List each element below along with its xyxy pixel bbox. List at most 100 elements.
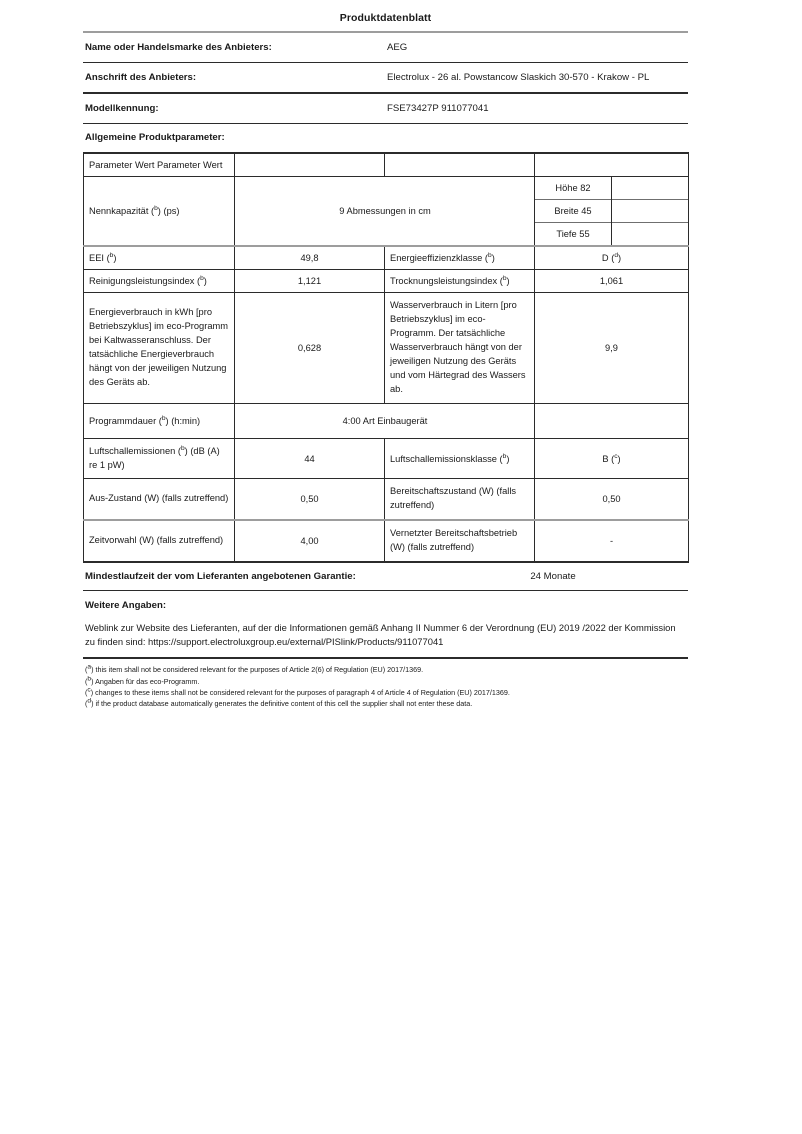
drying-index-label-text: Trocknungsleistungsindex ( — [390, 276, 503, 286]
program-duration-span-cell: 4:00 Art Einbaugerät — [234, 403, 535, 439]
rated-capacity-label-text: Nennkapazität ( — [89, 206, 155, 216]
standby-label: Bereitschaftszustand (W) (falls zutreffe… — [384, 478, 535, 522]
dimension-depth-value: 55 — [579, 229, 590, 239]
program-duration-blank — [534, 403, 689, 439]
footnote-b: (b) Angaben für das eco-Programm. — [85, 675, 200, 686]
divider-supplier-name — [83, 62, 688, 63]
energy-class-label: Energieeffizienzklasse (b) — [384, 246, 535, 270]
dimension-depth-blank — [611, 222, 688, 245]
dimensions-subtable-cell: Höhe 82 Breite 45 — [534, 176, 689, 247]
off-mode-label: Aus-Zustand (W) (falls zutreffend) — [83, 478, 235, 522]
noise-emission-label: Luftschallemissionen (b) (dB (A) re 1 pW… — [83, 438, 235, 480]
eei-label: EEI (b) — [83, 246, 235, 270]
footnote-c-text: changes to these items shall not be cons… — [95, 687, 510, 697]
row-rated-capacity: Nennkapazität (b) (ps) 9 Abmessungen in … — [83, 176, 689, 247]
footnote-marker-c: c — [87, 686, 91, 694]
row-off-standby: Aus-Zustand (W) (falls zutreffend) 0,50 … — [83, 478, 689, 522]
row-cleaning-drying-index: Reinigungsleistungsindex (b) 1,121 Trock… — [83, 269, 689, 293]
column-header-blank-1 — [234, 152, 385, 177]
dimension-height-name: Höhe — [555, 183, 578, 193]
energy-class-value-text: D ( — [601, 253, 615, 263]
dimensions-span-cell: 9 Abmessungen in cm — [234, 176, 535, 247]
footnote-ref-c: c — [614, 452, 618, 460]
footnote-ref-b: b — [502, 452, 507, 460]
footnote-ref-b: b — [502, 274, 507, 282]
dimensions-table: Höhe 82 Breite 45 — [535, 177, 688, 245]
noise-emission-label-suffix: ) (dB (A) re 1 pW) — [89, 445, 220, 470]
divider-warranty — [83, 590, 688, 592]
dimension-row-height: Höhe 82 — [535, 177, 688, 200]
networked-standby-label: Vernetzter Bereitschaftsbetrieb (W) (fal… — [384, 520, 535, 564]
footnote-ref-b: b — [109, 251, 114, 259]
program-duration-label-text: Programmdauer ( — [89, 415, 162, 426]
footnote-ref-b: b — [161, 414, 166, 422]
dimension-width: Breite 45 — [535, 199, 612, 223]
row-eei: EEI (b) 49,8 Energieeffizienzklasse (b) … — [83, 246, 689, 270]
warranty-row: Mindestlaufzeit der vom Lieferanten ange… — [83, 563, 688, 590]
column-header-blank-3 — [534, 152, 689, 177]
rated-capacity-label-suffix: ) (ps) — [157, 206, 180, 216]
drying-index-label: Trocknungsleistungsindex (b) — [384, 269, 535, 293]
page-title: Produktdatenblatt — [339, 12, 432, 24]
row-noise: Luftschallemissionen ( b ) (dB (A) re 1 pW… — [83, 438, 689, 480]
eei-label-suffix: ) — [113, 253, 117, 263]
footnote-ref-b: b — [200, 274, 204, 282]
energy-class-value-suffix: ) — [617, 253, 622, 263]
footnote-c: (c) changes to these items shall not be … — [85, 686, 510, 697]
supplier-address-value: Electrolux - 26 al. Powstancow Slaskich … — [387, 72, 650, 83]
dimension-height-blank — [612, 177, 689, 200]
general-parameters-heading: Allgemeine Produktparameter: — [85, 132, 225, 143]
footnote-ref-d: d — [614, 251, 618, 259]
weblink-paragraph: Weblink zur Website des Lieferanten, auf… — [83, 621, 688, 657]
dimension-width-blank — [611, 199, 688, 223]
noise-class-value-suffix: ) — [617, 453, 621, 464]
dimension-height: Höhe 82 — [535, 177, 612, 200]
datasheet-content: Produktdatenblatt Name oder Handelsmarke… — [83, 12, 689, 709]
footnote-marker-b: b — [87, 675, 92, 683]
divider-supplier-address — [83, 92, 688, 94]
footnote-marker-a: a — [87, 664, 92, 672]
supplier-address-label: Anschrift des Anbieters: — [85, 72, 197, 83]
energy-class-label-text: Energieeffizienzklasse ( — [390, 253, 489, 263]
model-identifier-label: Modellkennung: — [85, 103, 159, 114]
weblink-line-1: Weblink zur Website des Lieferanten, auf… — [85, 622, 580, 634]
noise-class-label-suffix: ) — [506, 453, 510, 464]
footnote-marker-d: d — [87, 697, 92, 705]
noise-emission-value: 44 — [234, 438, 385, 480]
standby-value: 0,50 — [534, 478, 689, 522]
footnote-a-text: this item shall not be considered releva… — [95, 665, 424, 675]
footnote-d: (d) if the product database automaticall… — [85, 697, 473, 708]
table-header-row: Parameter Wert Parameter Wert — [83, 152, 689, 177]
footnote-a: (a) this item shall not be considered re… — [85, 664, 424, 675]
rated-capacity-label: Nennkapazität (b) (ps) — [83, 176, 235, 247]
footnote-ref-b: b — [488, 251, 492, 259]
general-parameters-table: Parameter Wert Parameter Wert Nennkapazi… — [83, 152, 689, 564]
divider-footnotes — [83, 657, 688, 660]
supplier-row-name: Name oder Handelsmarke des Anbieters: AE… — [83, 33, 688, 62]
footnote-b-text: Angaben für das eco-Programm. — [95, 676, 200, 686]
warranty-label: Mindestlaufzeit der vom Lieferanten ange… — [85, 571, 356, 583]
eei-label-text: EEI ( — [89, 253, 110, 263]
drying-index-value: 1,061 — [534, 269, 689, 293]
program-duration-label-suffix: ) (h:min) — [165, 415, 201, 426]
weblink-line-2[interactable]: /2022 der Kommission zu finden sind: htt… — [85, 622, 676, 647]
model-identifier-value: FSE73427P 911077041 — [387, 103, 489, 114]
divider-title — [83, 31, 688, 33]
energy-consumption-label: Energieverbrauch in kWh [pro Betriebszyk… — [83, 292, 235, 404]
noise-class-value: B (c) — [534, 438, 689, 480]
cleaning-index-label: Reinigungsleistungsindex (b) — [83, 269, 235, 293]
energy-class-value: D (d) — [534, 246, 689, 270]
water-consumption-label: Wasserverbrauch in Litern [pro Betriebsz… — [384, 292, 535, 404]
delay-start-value: 4,00 — [234, 520, 385, 564]
row-program-duration: Programmdauer (b) (h:min) 4:00 Art Einba… — [83, 403, 689, 439]
noise-class-label: Luftschallemissionsklasse (b) — [384, 438, 535, 480]
dimension-width-name: Breite — [554, 206, 579, 216]
footnote-d-text: if the product database automatically ge… — [95, 698, 473, 708]
networked-standby-value: - — [534, 520, 689, 564]
energy-consumption-value: 0,628 — [234, 292, 385, 404]
dimension-height-value: 82 — [580, 183, 591, 193]
dimension-width-value: 45 — [581, 206, 592, 216]
noise-class-value-text: B ( — [602, 453, 615, 464]
dimension-row-width: Breite 45 — [535, 199, 688, 223]
noise-emission-label-text: Luftschallemissionen ( — [89, 445, 181, 456]
